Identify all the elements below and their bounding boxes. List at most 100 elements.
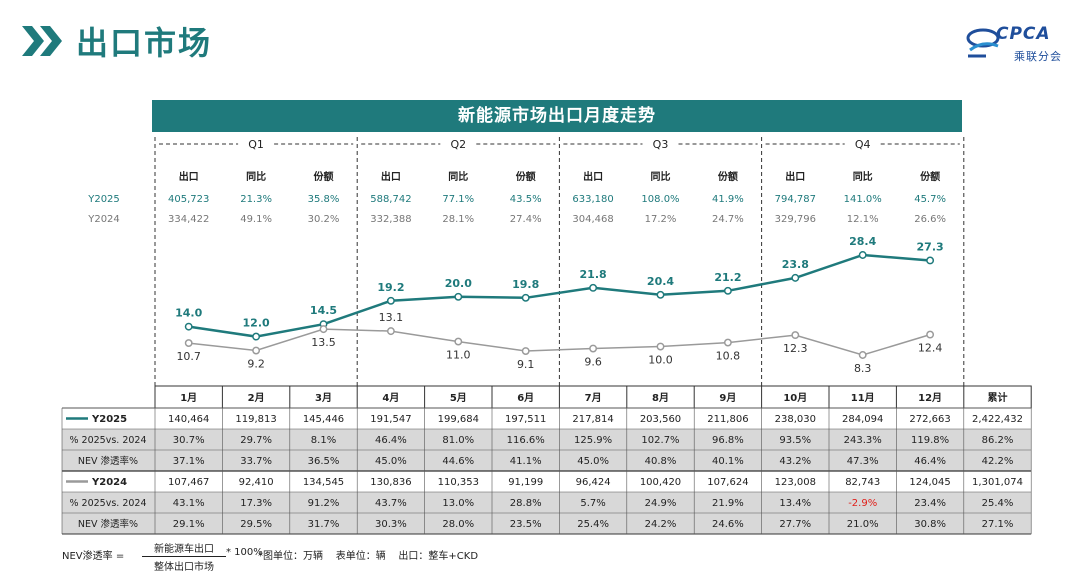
table-header-cell: 3月 bbox=[315, 392, 332, 404]
quarter-col-header: 出口 bbox=[583, 170, 603, 183]
quarter-value-2025: 794,787 bbox=[775, 194, 816, 205]
table-cell: 13.0% bbox=[442, 498, 474, 509]
quarter-value-2024: 26.6% bbox=[914, 214, 946, 225]
table-cell: 25.4% bbox=[982, 498, 1014, 509]
table-cell: 17.3% bbox=[240, 498, 272, 509]
table-cell: 43.1% bbox=[173, 498, 205, 509]
data-point bbox=[656, 342, 665, 351]
table-header-cell: 累计 bbox=[988, 391, 1008, 404]
table-row-label: NEV 渗透率% bbox=[78, 455, 138, 467]
data-label: 11.0 bbox=[446, 349, 471, 362]
table-row-label: Y2024 bbox=[91, 477, 127, 488]
table-cell: 81.0% bbox=[442, 435, 474, 446]
data-label: 21.8 bbox=[580, 268, 607, 281]
table-header-cell: 10月 bbox=[783, 392, 807, 404]
table-cell: 43.2% bbox=[779, 456, 811, 467]
table-cell: 8.1% bbox=[311, 435, 336, 446]
cpca-emblem-icon bbox=[966, 28, 1000, 58]
data-point bbox=[589, 283, 598, 292]
data-label: 12.0 bbox=[243, 317, 270, 330]
series-line-y2025 bbox=[188, 253, 931, 338]
table-cell: 145,446 bbox=[303, 414, 344, 425]
table-cell: 5.7% bbox=[580, 498, 605, 509]
table-cell: 116.6% bbox=[507, 435, 545, 446]
table-row-bg bbox=[62, 450, 1032, 471]
table-cell: 24.9% bbox=[645, 498, 677, 509]
table-cell: 40.8% bbox=[645, 456, 677, 467]
quarter-value-2024: 17.2% bbox=[645, 214, 677, 225]
formula-numerator: 新能源车出口 bbox=[142, 540, 226, 557]
table-header-cell: 5月 bbox=[450, 392, 467, 404]
data-point bbox=[319, 325, 328, 334]
data-point bbox=[454, 337, 463, 346]
table-row-bg bbox=[62, 513, 1032, 534]
table-header-cell: 12月 bbox=[918, 392, 942, 404]
cpca-logo: CPCA 乘联分会 bbox=[966, 22, 1066, 68]
table-header-cell: 9月 bbox=[719, 392, 736, 404]
data-label: 23.8 bbox=[782, 258, 809, 271]
table-cell: 30.7% bbox=[173, 435, 205, 446]
table-cell: 140,464 bbox=[168, 414, 209, 425]
data-label: 12.3 bbox=[783, 342, 808, 355]
data-point bbox=[454, 292, 463, 301]
table-cell: 119.8% bbox=[911, 435, 949, 446]
quarter-value-2024: 304,468 bbox=[572, 214, 613, 225]
quarter-col-header: 份额 bbox=[920, 170, 940, 183]
quarter-value-2025: 43.5% bbox=[510, 194, 542, 205]
data-point bbox=[521, 347, 530, 355]
quarter-label: Q3 bbox=[653, 138, 669, 151]
table-cell: 13.4% bbox=[779, 498, 811, 509]
quarter-value-2025: 41.9% bbox=[712, 194, 744, 205]
table-row-label: % 2025vs. 2024 bbox=[69, 498, 146, 509]
table-cell: 31.7% bbox=[308, 519, 340, 530]
table-header-cell: 8月 bbox=[652, 392, 669, 404]
table-cell: 21.9% bbox=[712, 498, 744, 509]
quarter-value-2025: 35.8% bbox=[308, 194, 340, 205]
quarter-col-header: 同比 bbox=[651, 170, 671, 183]
table-cell: 37.1% bbox=[173, 456, 205, 467]
table-cell: 86.2% bbox=[982, 435, 1014, 446]
table-cell: 23.4% bbox=[914, 498, 946, 509]
table-header-cell: 6月 bbox=[517, 392, 534, 404]
data-point bbox=[252, 332, 261, 341]
table-cell: 211,806 bbox=[707, 414, 748, 425]
data-label: 19.2 bbox=[377, 281, 404, 294]
quarter-value-2025: 141.0% bbox=[844, 194, 882, 205]
table-cell: 243.3% bbox=[844, 435, 882, 446]
data-label: 10.8 bbox=[716, 350, 741, 363]
table-header-cell: 4月 bbox=[382, 392, 399, 404]
chevron-right-icon bbox=[22, 26, 62, 56]
quarter-value-2025: 405,723 bbox=[168, 194, 209, 205]
quarter-label: Q1 bbox=[248, 138, 264, 151]
quarter-value-2024: 30.2% bbox=[308, 214, 340, 225]
quarter-col-header: 份额 bbox=[516, 170, 536, 183]
table-cell: 29.7% bbox=[240, 435, 272, 446]
table-row-label: NEV 渗透率% bbox=[78, 518, 138, 530]
table-cell: 46.4% bbox=[914, 456, 946, 467]
data-label: 13.5 bbox=[311, 336, 336, 349]
formula-denominator: 整体出口市场 bbox=[154, 562, 214, 573]
table-cell: 27.7% bbox=[779, 519, 811, 530]
quarter-col-header: 同比 bbox=[448, 170, 468, 183]
table-cell: 272,663 bbox=[909, 414, 950, 425]
table-cell: 124,045 bbox=[909, 477, 950, 488]
data-point bbox=[589, 344, 598, 353]
table-header-cell: 7月 bbox=[585, 392, 602, 404]
quarter-value-2024: 12.1% bbox=[847, 214, 879, 225]
table-cell: 24.2% bbox=[645, 519, 677, 530]
quarter-value-2024: 28.1% bbox=[442, 214, 474, 225]
table-cell: 30.8% bbox=[914, 519, 946, 530]
table-cell: 33.7% bbox=[240, 456, 272, 467]
table-cell: 21.0% bbox=[847, 519, 879, 530]
table-row-label: Y2025 bbox=[91, 414, 127, 425]
logo-text: CPCA bbox=[996, 24, 1051, 44]
data-point bbox=[926, 330, 935, 339]
formula-multiplier: * 100% bbox=[226, 547, 263, 558]
table-row-bg bbox=[62, 492, 1032, 513]
quarter-label: Q2 bbox=[450, 138, 466, 151]
table-cell: 100,420 bbox=[640, 477, 681, 488]
table-cell: 119,813 bbox=[235, 414, 276, 425]
formula-label: NEV渗透率 = bbox=[62, 551, 125, 562]
quarter-value-2024: 334,422 bbox=[168, 214, 209, 225]
data-label: 20.0 bbox=[445, 277, 472, 290]
